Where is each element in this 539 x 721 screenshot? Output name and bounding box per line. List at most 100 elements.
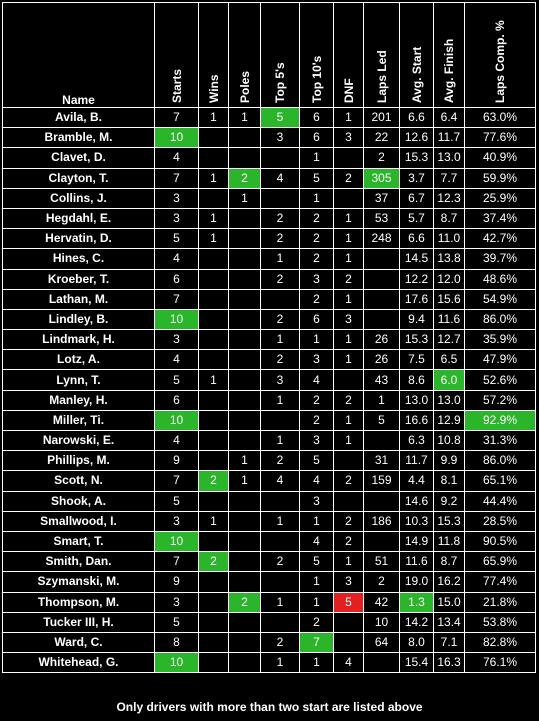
stat-cell-laps-comp: 63.0% bbox=[464, 106, 536, 129]
stat-cell-top-10-s: 2 bbox=[299, 228, 334, 250]
stat-cell-dnf: 2 bbox=[333, 510, 364, 532]
stat-cell-dnf bbox=[333, 369, 364, 391]
stat-cell-laps-comp: 76.1% bbox=[464, 652, 536, 674]
stat-cell-starts: 3 bbox=[154, 510, 199, 532]
table-body: Avila, B. 7 1 1 5 6 1 201 6.6 6.4 63.0% Bramble, M.… bbox=[2, 106, 536, 674]
stat-cell-wins bbox=[198, 652, 229, 674]
stat-cell-wins bbox=[198, 248, 229, 270]
col-header-avg-finish: Avg. Finish bbox=[433, 2, 465, 108]
stat-cell-laps-led bbox=[363, 288, 400, 310]
stat-cell-dnf bbox=[333, 187, 364, 209]
stat-cell-laps-led: 201 bbox=[363, 106, 400, 129]
stat-cell-starts: 3 bbox=[154, 591, 199, 613]
stat-cell-dnf: 4 bbox=[333, 652, 364, 674]
stat-cell-dnf bbox=[333, 611, 364, 633]
stat-cell-wins bbox=[198, 611, 229, 633]
table-row: Smart, T. 10 4 2 14.9 11.8 90.5% bbox=[2, 530, 536, 553]
stat-cell-top-10-s: 4 bbox=[299, 530, 334, 553]
stat-cell-avg-start: 6.7 bbox=[399, 187, 434, 209]
stat-cell-laps-comp: 65.9% bbox=[464, 551, 536, 573]
stat-cell-dnf: 3 bbox=[333, 308, 364, 331]
stat-cell-wins bbox=[198, 308, 229, 331]
stat-cell-avg-start: 14.5 bbox=[399, 248, 434, 270]
stat-cell-dnf: 2 bbox=[333, 268, 364, 290]
stat-cell-laps-led bbox=[363, 268, 400, 290]
stat-cell-dnf bbox=[333, 450, 364, 472]
driver-name-cell: Kroeber, T. bbox=[2, 268, 155, 290]
table-row: Manley, H. 6 1 2 2 1 13.0 13.0 57.2% bbox=[2, 389, 536, 411]
stat-cell-top-10-s: 1 bbox=[299, 187, 334, 209]
stat-cell-avg-finish: 12.3 bbox=[433, 187, 465, 209]
stat-cell-dnf: 1 bbox=[333, 288, 364, 310]
table-row: Szymanski, M. 9 1 3 2 19.0 16.2 77.4% bbox=[2, 571, 536, 593]
stat-cell-laps-led: 26 bbox=[363, 349, 400, 371]
stat-cell-avg-start: 12.2 bbox=[399, 268, 434, 290]
stat-cell-dnf: 1 bbox=[333, 106, 364, 129]
col-header-top-10-s: Top 10's bbox=[299, 2, 334, 108]
table-row: Shook, A. 5 3 14.6 9.2 44.4% bbox=[2, 490, 536, 512]
stat-cell-top-5-s: 5 bbox=[260, 106, 300, 129]
stat-cell-wins bbox=[198, 147, 229, 169]
stat-cell-wins bbox=[198, 631, 229, 654]
stat-cell-laps-comp: 90.5% bbox=[464, 530, 536, 553]
col-header-laps-led: Laps Led bbox=[363, 2, 400, 108]
stat-cell-laps-led bbox=[363, 490, 400, 512]
stat-cell-laps-comp: 86.0% bbox=[464, 308, 536, 331]
stat-cell-poles bbox=[228, 329, 261, 351]
stat-cell-dnf bbox=[333, 490, 364, 512]
stat-cell-poles bbox=[228, 611, 261, 633]
stat-cell-dnf: 1 bbox=[333, 429, 364, 452]
stat-cell-laps-led: 64 bbox=[363, 631, 400, 654]
stat-cell-avg-start: 15.3 bbox=[399, 147, 434, 169]
driver-name-cell: Lindmark, H. bbox=[2, 329, 155, 351]
stat-cell-top-10-s: 1 bbox=[299, 571, 334, 593]
table-row: Clayton, T. 7 1 2 4 5 2 305 3.7 7.7 59.9% bbox=[2, 167, 536, 189]
stat-cell-starts: 5 bbox=[154, 490, 199, 512]
stat-cell-dnf: 1 bbox=[333, 329, 364, 351]
stat-cell-top-10-s: 6 bbox=[299, 106, 334, 129]
stat-cell-avg-finish: 7.7 bbox=[433, 167, 465, 189]
driver-name-cell: Miller, Ti. bbox=[2, 409, 155, 432]
stat-cell-top-5-s bbox=[260, 187, 300, 209]
footnote: Only drivers with more than two start ar… bbox=[116, 700, 423, 714]
stat-cell-laps-led: 2 bbox=[363, 571, 400, 593]
stat-cell-top-5-s: 2 bbox=[260, 268, 300, 290]
table-row: Phillips, M. 9 1 2 5 31 11.7 9.9 86.0% bbox=[2, 450, 536, 472]
stat-cell-top-10-s: 1 bbox=[299, 147, 334, 169]
stat-cell-laps-led: 5 bbox=[363, 409, 400, 432]
stat-cell-top-10-s: 2 bbox=[299, 611, 334, 633]
table-row: Lotz, A. 4 2 3 1 26 7.5 6.5 47.9% bbox=[2, 349, 536, 371]
table-row: Scott, N. 7 2 1 4 4 2 159 4.4 8.1 65.1% bbox=[2, 470, 536, 492]
stat-cell-starts: 3 bbox=[154, 329, 199, 351]
stat-cell-laps-led: 1 bbox=[363, 389, 400, 411]
stat-cell-top-5-s: 1 bbox=[260, 329, 300, 351]
stat-cell-avg-finish: 11.6 bbox=[433, 308, 465, 331]
stat-cell-dnf: 1 bbox=[333, 228, 364, 250]
driver-name-cell: Clayton, T. bbox=[2, 167, 155, 189]
table-row: Hegdahl, E. 3 1 2 2 1 53 5.7 8.7 37.4% bbox=[2, 207, 536, 230]
table-row: Tucker III, H. 5 2 10 14.2 13.4 53.8% bbox=[2, 611, 536, 633]
stat-cell-dnf: 5 bbox=[333, 591, 364, 613]
stat-cell-laps-comp: 54.9% bbox=[464, 288, 536, 310]
stat-cell-laps-comp: 86.0% bbox=[464, 450, 536, 472]
driver-name-cell: Thompson, M. bbox=[2, 591, 155, 613]
stat-cell-avg-finish: 11.0 bbox=[433, 228, 465, 250]
stat-cell-starts: 10 bbox=[154, 530, 199, 553]
col-header-label: Laps Led bbox=[374, 50, 389, 103]
driver-name-cell: Tucker III, H. bbox=[2, 611, 155, 633]
stat-cell-top-10-s: 2 bbox=[299, 389, 334, 411]
stat-cell-top-5-s: 1 bbox=[260, 510, 300, 532]
driver-name-cell: Whitehead, G. bbox=[2, 652, 155, 674]
stat-cell-avg-start: 14.9 bbox=[399, 530, 434, 553]
driver-name-cell: Narowski, E. bbox=[2, 429, 155, 452]
stat-cell-laps-comp: 31.3% bbox=[464, 429, 536, 452]
stat-cell-avg-finish: 8.7 bbox=[433, 551, 465, 573]
stat-cell-poles bbox=[228, 228, 261, 250]
stat-cell-poles: 1 bbox=[228, 470, 261, 492]
table-row: Lathan, M. 7 2 1 17.6 15.6 54.9% bbox=[2, 288, 536, 310]
driver-name-cell: Shook, A. bbox=[2, 490, 155, 512]
stat-cell-avg-finish: 13.0 bbox=[433, 147, 465, 169]
stat-cell-top-5-s: 3 bbox=[260, 127, 300, 149]
stat-cell-top-5-s bbox=[260, 147, 300, 169]
stat-cell-starts: 7 bbox=[154, 167, 199, 189]
